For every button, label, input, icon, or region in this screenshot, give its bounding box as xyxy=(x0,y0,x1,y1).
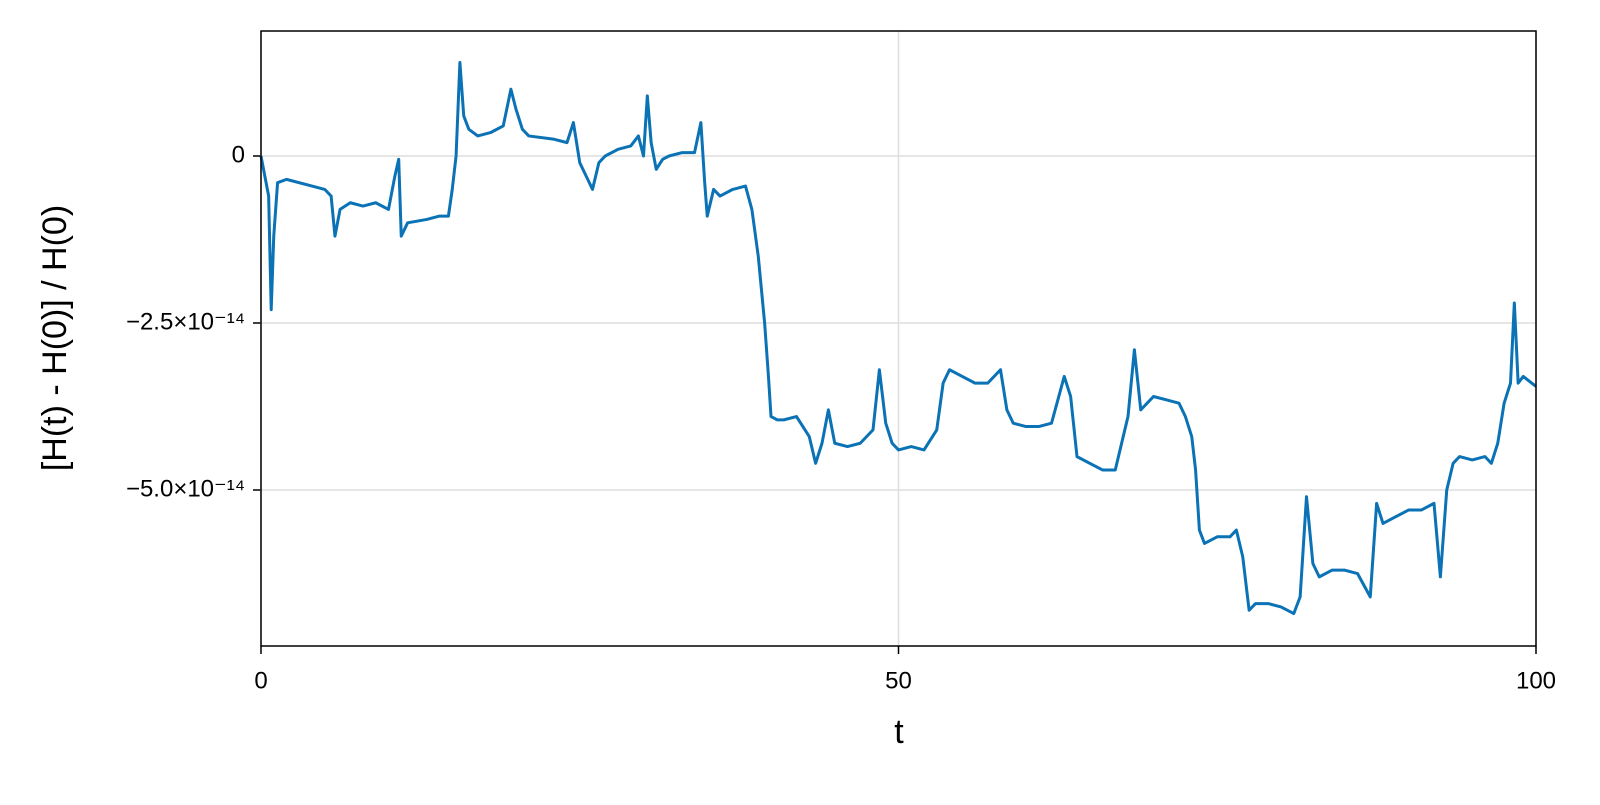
y-tick-label: 0 xyxy=(232,141,245,168)
y-tick-label: −5.0×10⁻¹⁴ xyxy=(126,475,245,502)
y-axis-label: [H(t) - H(0)] / H(0) xyxy=(36,205,74,471)
x-tick-label: 0 xyxy=(254,667,267,694)
x-tick-label: 50 xyxy=(885,667,912,694)
y-tick-label: −2.5×10⁻¹⁴ xyxy=(126,308,245,335)
x-axis-label: t xyxy=(894,713,904,751)
plot-frame xyxy=(260,30,1537,647)
data-line xyxy=(259,60,1537,616)
x-tick-label: 100 xyxy=(1516,667,1556,694)
